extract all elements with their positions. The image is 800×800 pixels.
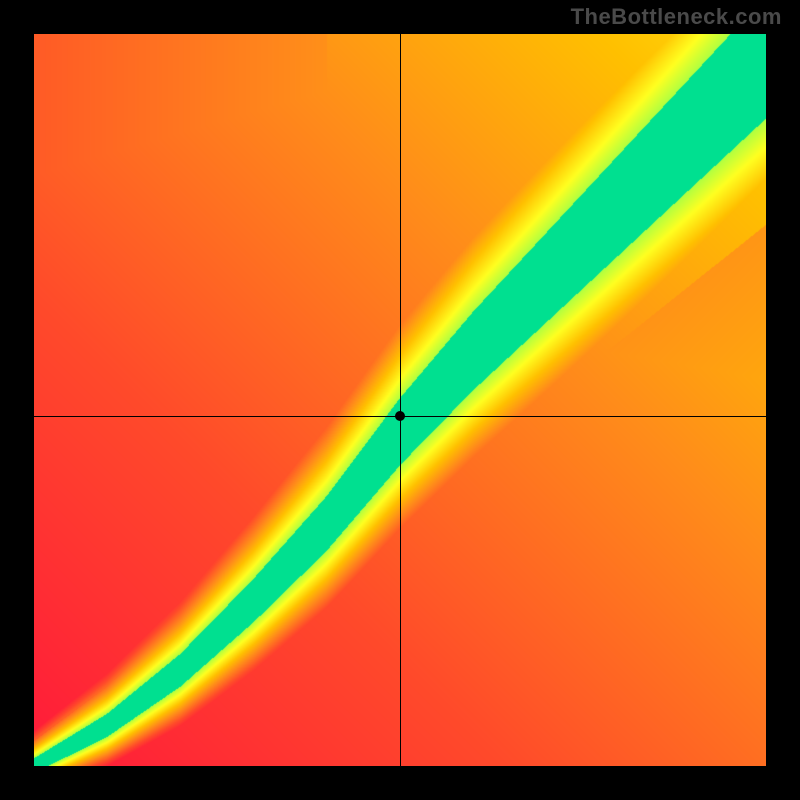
watermark-text: TheBottleneck.com: [571, 4, 782, 30]
chart-container: TheBottleneck.com: [0, 0, 800, 800]
heatmap-canvas: [34, 34, 766, 766]
plot-area: [34, 34, 766, 766]
